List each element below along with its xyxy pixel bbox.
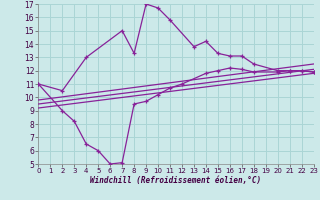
X-axis label: Windchill (Refroidissement éolien,°C): Windchill (Refroidissement éolien,°C) xyxy=(91,176,261,185)
